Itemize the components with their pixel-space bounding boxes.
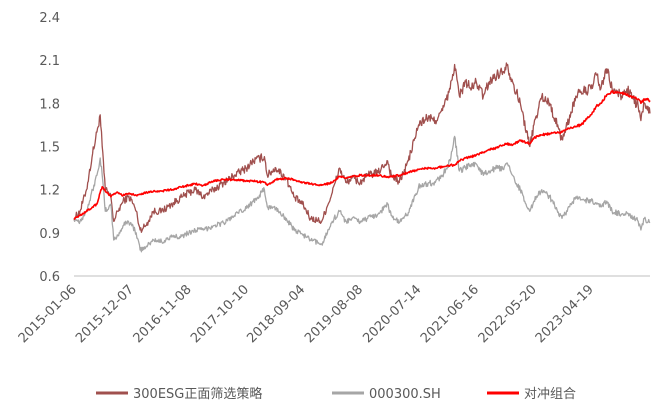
series-line-hedge xyxy=(73,90,651,220)
x-tick-label: 2017-10-10 xyxy=(188,282,252,346)
legend-item-esg: 300ESG正面筛选策略 xyxy=(96,386,262,402)
legend-item-hedge: 对冲组合 xyxy=(487,387,576,402)
y-axis: 2.4 2.1 1.8 1.5 1.2 0.9 0.6 xyxy=(39,11,60,285)
y-tick-label: 0.9 xyxy=(39,227,60,242)
x-tick-label: 2015-01-06 xyxy=(16,282,80,346)
x-axis: 2015-01-062015-12-072016-11-082017-10-10… xyxy=(16,275,650,346)
x-tick-label: 2021-06-16 xyxy=(418,282,482,346)
y-tick-label: 2.4 xyxy=(39,11,60,26)
x-tick-label: 2018-09-04 xyxy=(244,282,308,346)
x-tick-label: 2016-11-08 xyxy=(131,282,195,346)
y-tick-label: 2.1 xyxy=(39,54,60,69)
legend-label-csi300: 000300.SH xyxy=(369,387,441,402)
series-layer xyxy=(73,62,651,253)
x-tick-label: 2015-12-07 xyxy=(73,282,137,346)
y-tick-label: 1.8 xyxy=(39,97,60,112)
y-tick-label: 1.5 xyxy=(39,141,60,156)
legend-item-csi300: 000300.SH xyxy=(332,387,441,402)
x-tick-label: 2020-07-14 xyxy=(360,282,424,346)
x-tick-label: 2019-08-08 xyxy=(302,282,366,346)
legend-label-hedge: 对冲组合 xyxy=(524,387,576,402)
legend: 300ESG正面筛选策略 000300.SH 对冲组合 xyxy=(96,386,576,402)
x-tick-label: 2022-05-20 xyxy=(476,282,540,346)
y-tick-label: 1.2 xyxy=(39,184,60,199)
series-line-esg xyxy=(73,62,651,233)
x-tick-label: 2023-04-19 xyxy=(533,282,597,346)
series-line-csi300 xyxy=(73,135,651,253)
y-tick-label: 0.6 xyxy=(39,270,60,285)
legend-label-esg: 300ESG正面筛选策略 xyxy=(133,386,262,402)
